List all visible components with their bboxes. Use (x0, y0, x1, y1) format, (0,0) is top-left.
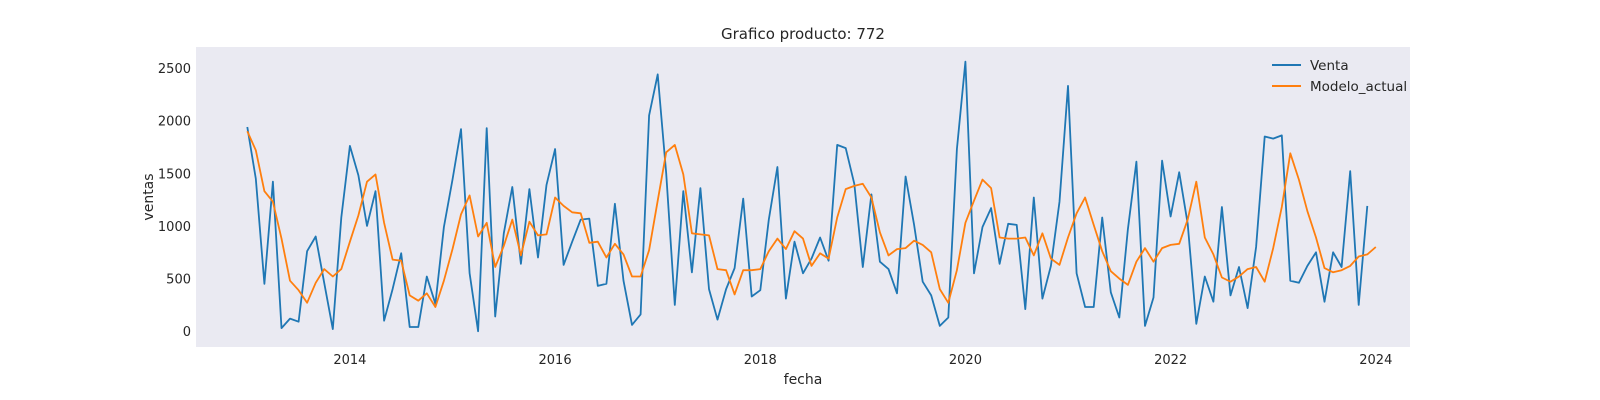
x-tick-label: 2022 (1154, 353, 1187, 368)
y-tick-label: 2000 (158, 115, 191, 130)
y-tick-label: 0 (183, 325, 191, 340)
plot-area (196, 47, 1410, 347)
y-tick-label: 1500 (158, 167, 191, 182)
y-axis-ticks: 0 500 1000 1500 2000 2500 (158, 62, 191, 340)
x-tick-label: 2016 (539, 353, 572, 368)
x-axis-ticks: 2014 2016 2018 2020 2022 2024 (333, 353, 1392, 368)
chart-title: Grafico producto: 772 (721, 25, 885, 43)
y-axis-title: ventas (141, 173, 157, 220)
legend: Venta Modelo_actual (1272, 58, 1407, 95)
x-tick-label: 2020 (949, 353, 982, 368)
legend-label: Modelo_actual (1310, 79, 1407, 95)
series-lines (246, 60, 1377, 333)
y-tick-label: 2500 (158, 62, 191, 77)
x-tick-label: 2024 (1359, 353, 1392, 368)
x-axis-title: fecha (784, 372, 823, 388)
y-tick-label: 500 (166, 273, 191, 288)
series-line-venta (246, 60, 1369, 333)
y-tick-label: 1000 (158, 220, 191, 235)
x-tick-label: 2014 (333, 353, 366, 368)
legend-label: Venta (1310, 58, 1349, 74)
x-tick-label: 2018 (744, 353, 777, 368)
series-line-modelo-actual (246, 130, 1377, 308)
